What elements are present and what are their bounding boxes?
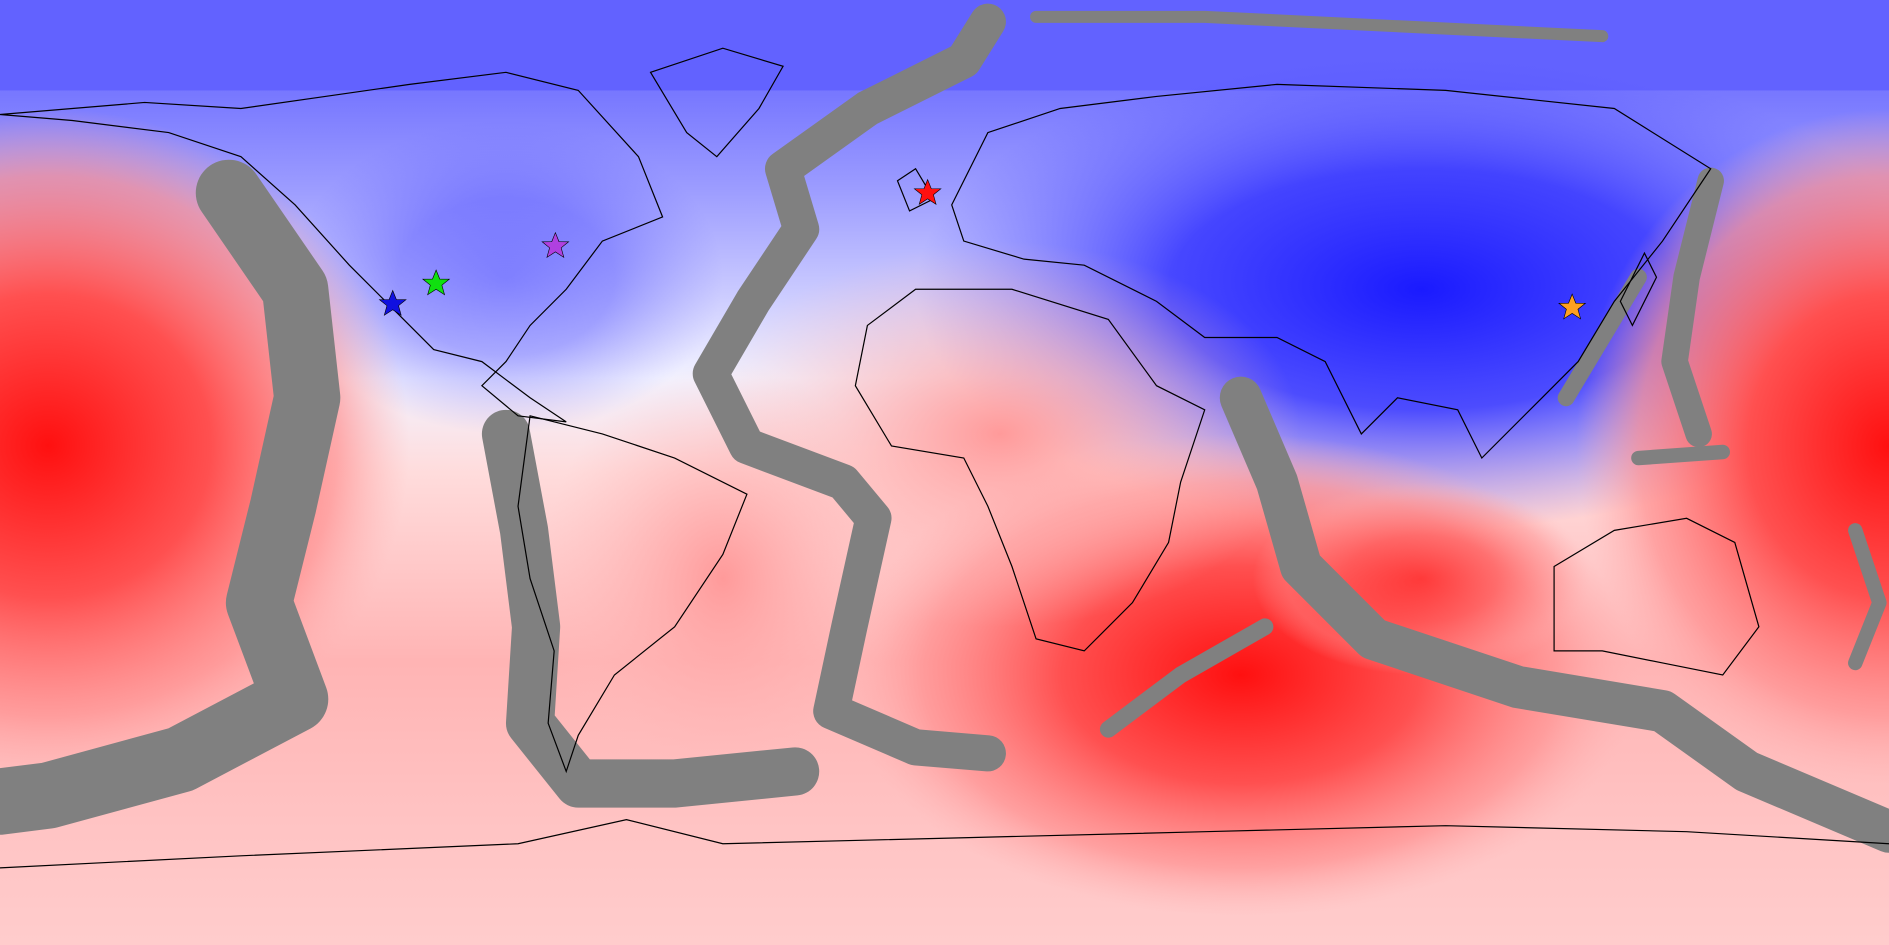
masked-ridge <box>1030 10 1609 43</box>
blue-anomaly <box>289 120 723 434</box>
coastline-antarctica <box>0 819 1889 869</box>
coastline-greenland <box>649 47 784 158</box>
masked-regions <box>0 3 1889 853</box>
masked-ridge <box>481 409 820 808</box>
coastline-north-america <box>0 71 664 423</box>
coastline-japan <box>1619 251 1658 327</box>
coastline-south-america <box>517 415 748 774</box>
masked-ridge <box>1557 268 1647 407</box>
masked-ridge <box>1661 167 1724 448</box>
red-anomaly <box>1575 108 1889 784</box>
masked-ridge <box>692 3 1006 772</box>
coastline-africa <box>854 288 1206 652</box>
coastline-eurasia <box>951 83 1712 460</box>
coastline-australia <box>1553 517 1760 676</box>
masked-ridge <box>1631 444 1887 671</box>
coastlines <box>0 47 1889 869</box>
masked-ridge <box>1219 376 1889 853</box>
masked-ridge <box>1099 618 1274 738</box>
masked-ridge <box>0 159 341 835</box>
